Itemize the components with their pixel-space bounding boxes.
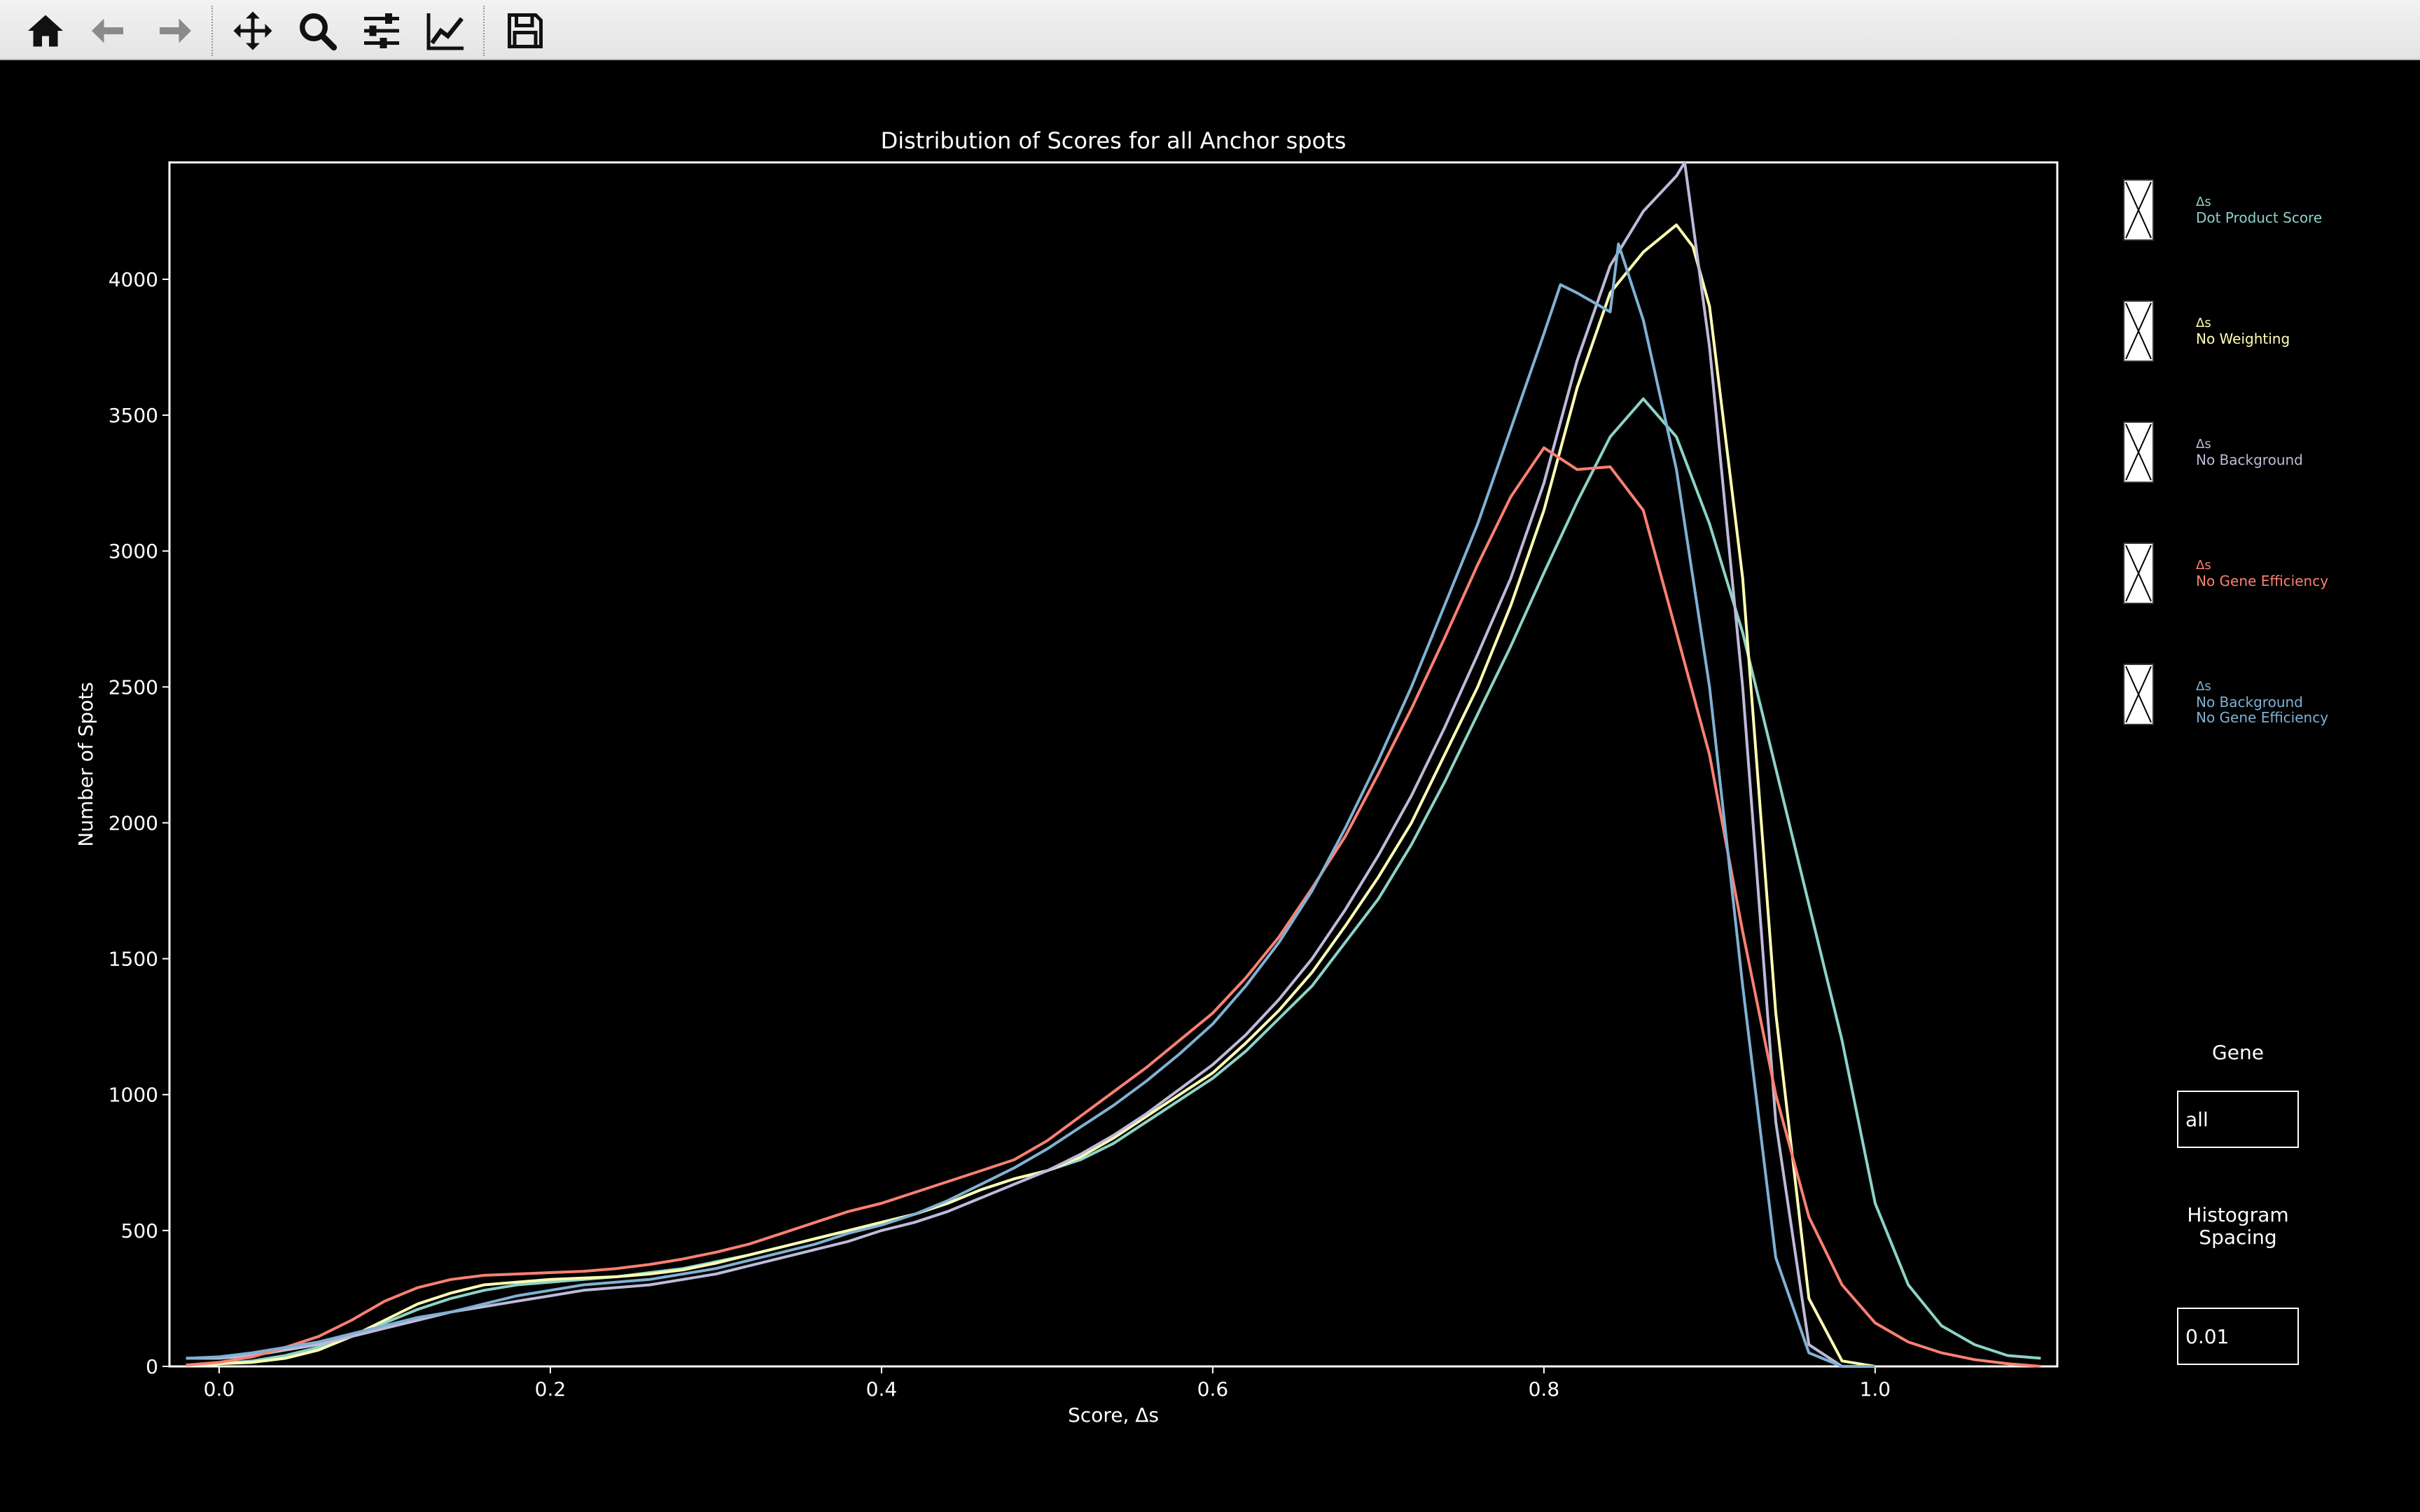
checkbox-label-symbol: Δs: [2196, 316, 2211, 330]
y-tick-label: 1500: [109, 948, 158, 971]
sliders-icon: [364, 13, 399, 48]
navigation-toolbar: [0, 0, 2420, 60]
y-tick-label: 4000: [109, 268, 158, 291]
toolbar-separator: [483, 6, 485, 56]
checkbox-label-text: No Background: [2196, 694, 2303, 710]
y-tick-label: 0: [146, 1355, 158, 1378]
checkbox-label-symbol: Δs: [2196, 195, 2211, 209]
series-line-4: [186, 446, 2041, 1368]
pan-button[interactable]: [226, 4, 279, 57]
floppy-disk-icon: [508, 13, 543, 48]
magnifier-icon: [300, 13, 338, 51]
series-line-5: [186, 242, 1875, 1368]
x-tick-label: 0.0: [204, 1378, 235, 1401]
series-checkbox-label: Δs No Background: [2196, 437, 2303, 468]
line-chart-icon: [426, 13, 464, 50]
histogram-spacing-title-line1: Histogram: [2187, 1203, 2289, 1226]
y-tick-label: 500: [121, 1219, 158, 1242]
x-axis-ticks: 0.0 0.2 0.4 0.6 0.8 1.0: [204, 1366, 1891, 1401]
checkbox-label-symbol: Δs: [2196, 437, 2211, 451]
gene-input[interactable]: all: [2177, 1091, 2299, 1148]
edit-axes-button[interactable]: [419, 4, 473, 57]
checkbox-cross-icon: [2125, 302, 2152, 360]
y-axis-label: Number of Spots: [74, 682, 97, 847]
toolbar-separator: [211, 6, 213, 56]
series-checkbox-label: Δs No Background No Gene Efficiency: [2196, 679, 2328, 725]
series-checkbox[interactable]: [2123, 179, 2154, 241]
histogram-spacing-title-line2: Spacing: [2199, 1226, 2277, 1249]
checkbox-cross-icon: [2125, 424, 2152, 481]
checkbox-label-symbol: Δs: [2196, 558, 2211, 573]
x-tick-label: 0.6: [1197, 1378, 1229, 1401]
histogram-spacing-title: Histogram Spacing: [2168, 1204, 2308, 1249]
checkbox-label-text: No Background: [2196, 451, 2303, 468]
checkbox-label-text: Dot Product Score: [2196, 209, 2323, 226]
series-checkbox-label: Δs Dot Product Score: [2196, 195, 2322, 225]
y-tick-label: 1000: [109, 1084, 158, 1107]
chart-title: Distribution of Scores for all Anchor sp…: [881, 127, 1347, 154]
series-checkbox-label: Δs No Gene Efficiency: [2196, 558, 2328, 589]
arrow-left-icon: [92, 18, 123, 43]
series-checkbox[interactable]: [2123, 421, 2154, 483]
checkbox-cross-icon: [2125, 545, 2152, 602]
x-tick-label: 0.8: [1529, 1378, 1560, 1401]
forward-button[interactable]: [147, 4, 200, 57]
y-tick-label: 3000: [109, 540, 158, 563]
series-checkbox-label: Δs No Weighting: [2196, 316, 2290, 346]
y-tick-label: 3500: [109, 404, 158, 427]
series-lines: [186, 161, 2041, 1368]
x-tick-label: 0.4: [866, 1378, 898, 1401]
plot-frame: [168, 161, 2059, 1368]
move-icon: [233, 11, 272, 50]
save-button[interactable]: [499, 4, 552, 57]
y-tick-label: 2000: [109, 811, 158, 834]
home-button[interactable]: [19, 4, 72, 57]
checkbox-cross-icon: [2125, 181, 2152, 239]
x-tick-label: 1.0: [1860, 1378, 1891, 1401]
arrow-right-icon: [160, 18, 191, 43]
checkbox-cross-icon: [2125, 666, 2152, 723]
x-tick-label: 0.2: [535, 1378, 566, 1401]
home-icon: [28, 15, 63, 47]
checkbox-label-text: No Weighting: [2196, 330, 2290, 347]
checkbox-label-symbol: Δs: [2196, 679, 2211, 694]
series-checkbox[interactable]: [2123, 300, 2154, 362]
y-axis-ticks: 0 500 1000 1500 2000 2500 3000 3500 4000: [109, 268, 169, 1378]
series-checkbox[interactable]: [2123, 664, 2154, 725]
checkbox-label-text: No Gene Efficiency: [2196, 573, 2329, 589]
gene-title: Gene: [2212, 1041, 2264, 1064]
y-tick-label: 2500: [109, 676, 158, 699]
x-axis-label: Score, Δs: [1068, 1404, 1159, 1427]
back-button[interactable]: [83, 4, 136, 57]
series-checkbox[interactable]: [2123, 542, 2154, 604]
configure-subplots-button[interactable]: [355, 4, 408, 57]
checkbox-label-text: No Gene Efficiency: [2196, 709, 2329, 726]
series-line-1: [186, 397, 2041, 1367]
score-distribution-chart: Distribution of Scores for all Anchor sp…: [74, 127, 2059, 1427]
series-line-3: [186, 161, 1875, 1368]
zoom-button[interactable]: [291, 4, 344, 57]
histogram-spacing-input[interactable]: 0.01: [2177, 1308, 2299, 1365]
